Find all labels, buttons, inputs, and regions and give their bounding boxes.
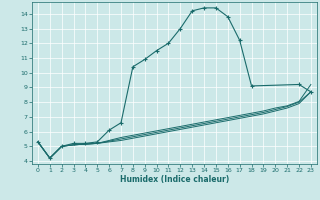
X-axis label: Humidex (Indice chaleur): Humidex (Indice chaleur) (120, 175, 229, 184)
